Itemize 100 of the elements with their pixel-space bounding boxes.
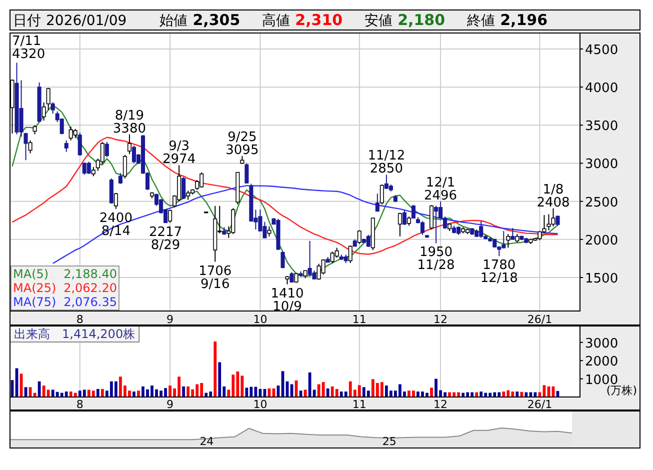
y-tick-label: 2500 [585,195,618,210]
candlestick [348,245,352,264]
text: 日付 [13,13,41,29]
bar [186,386,190,397]
bar [64,392,68,397]
y-tick-label: 3000 [585,157,618,172]
candlestick [104,141,109,158]
y-tick-label: 3000 [585,336,618,352]
y-tick-label: 1500 [585,271,618,286]
candlestick [429,204,434,230]
bar [358,385,361,397]
candlestick [109,178,114,204]
candlestick [186,190,190,200]
text: 安値 [364,13,393,29]
bar [100,388,104,397]
bar [502,392,506,397]
candlestick [434,205,438,244]
text: 始値 [160,13,188,29]
annotation: 1/8 2408 [536,182,570,210]
annotation: 2,188.40 [64,267,117,281]
candlestick [375,193,380,212]
bar [182,386,186,397]
candlestick [280,251,285,269]
candlestick [366,234,370,248]
text: 2026/01/09 [46,13,127,29]
y-tick-label: 4500 [585,42,618,58]
bar [516,392,519,397]
candlestick [73,128,78,139]
bar [96,388,100,397]
candlestick [28,140,32,154]
candlestick [168,209,172,224]
annotation: 9/25 3095 [226,130,259,158]
bar [480,392,483,397]
candlestick [42,102,46,122]
candlestick [357,230,362,244]
candlestick [402,210,406,226]
candlestick [182,176,186,200]
candlestick [506,234,510,248]
x-tick-label: 26/1 [527,398,552,411]
candlestick [118,172,122,184]
y-axis-title: (万株) [606,384,637,397]
bar [214,341,217,397]
candlestick [267,226,272,237]
x-tick-label: 25 [382,435,396,448]
text: MA(5) [13,267,49,281]
bar [380,382,384,397]
annotation: 1706 9/16 [198,264,232,292]
annotation: 7/11 4320 [12,34,46,62]
bar [366,390,370,397]
y-tick-label: 2000 [585,354,618,370]
bar [218,362,222,397]
candlestick [406,216,411,226]
text: MA(25) [13,281,56,295]
bar [92,390,95,397]
bar [335,388,338,397]
candlestick [60,118,64,135]
annotation: 1950 11/28 [417,245,455,274]
bar [322,382,325,397]
x-tick-label: 24 [200,435,214,448]
candlestick [86,161,91,174]
candlestick [290,272,294,283]
x-tick-label: 8 [76,398,84,411]
chart-title: 出来高 1,414,200株 [14,327,136,341]
text: MA(75) [13,295,56,309]
candlestick [46,87,50,110]
text: 2,310 [295,11,343,29]
annotation: 9/3 2974 [162,139,196,168]
candlestick [294,272,298,284]
candlestick [510,227,515,240]
y-tick-label: 4000 [585,81,618,96]
candlestick [50,102,55,114]
candlestick [398,212,402,237]
bar [46,390,50,397]
x-tick-label: 8 [76,313,84,326]
x-tick-label: 9 [166,313,174,326]
y-tick-label: 3500 [585,119,618,134]
bar [520,392,524,397]
annotation: 8/19 3380 [112,108,146,136]
candlestick [32,124,37,135]
candlestick [411,204,416,219]
candlestick [24,132,28,161]
candlestick [380,184,384,205]
x-tick-label: 12 [434,398,448,411]
annotation: 2,062.20 [64,281,117,295]
candlestick [114,192,118,210]
bar [82,390,86,397]
candlestick [244,162,249,184]
bar [132,392,136,397]
candlestick [122,154,127,179]
text: 2,196 [500,11,548,29]
text: 終値 [466,13,496,29]
x-tick-label: 11 [352,398,366,411]
candlestick [334,247,339,258]
candlestick [64,140,68,152]
candlestick [91,166,96,177]
text: 2,180 [398,11,446,29]
text: 高値 [262,13,290,29]
y-tick-label: 2000 [585,233,618,248]
annotation: 1780 12/18 [480,258,518,286]
candlestick [100,141,104,165]
